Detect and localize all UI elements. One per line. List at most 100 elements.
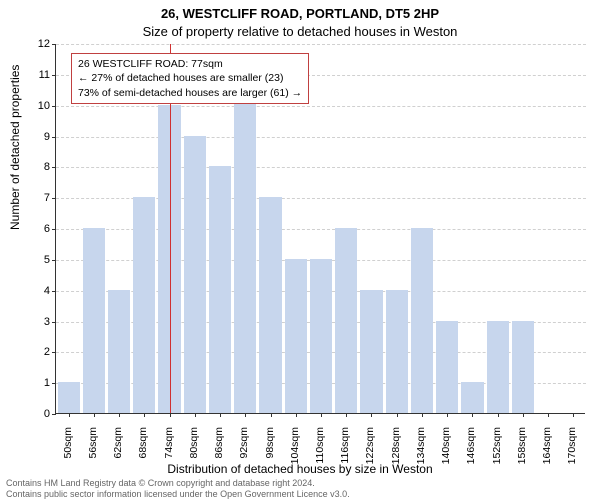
x-tick-label: 170sqm xyxy=(566,427,578,477)
y-tick-mark xyxy=(52,322,56,323)
y-tick-mark xyxy=(52,414,56,415)
plot-outer: 26 WESTCLIFF ROAD: 77sqm← 27% of detache… xyxy=(55,44,585,414)
x-tick-label: 80sqm xyxy=(188,427,200,477)
footer-line2: Contains public sector information licen… xyxy=(6,489,350,500)
x-tick-mark xyxy=(296,413,297,417)
histogram-bar xyxy=(83,228,105,413)
x-tick-label: 158sqm xyxy=(516,427,528,477)
histogram-bar xyxy=(461,382,483,413)
x-tick-mark xyxy=(422,413,423,417)
gridline xyxy=(56,137,586,138)
x-tick-mark xyxy=(94,413,95,417)
chart-subtitle: Size of property relative to detached ho… xyxy=(0,21,600,43)
gridline xyxy=(56,44,586,45)
x-tick-mark xyxy=(498,413,499,417)
x-tick-label: 68sqm xyxy=(137,427,149,477)
x-tick-mark xyxy=(573,413,574,417)
annotation-line: ← 27% of detached houses are smaller (23… xyxy=(78,71,302,85)
x-tick-mark xyxy=(69,413,70,417)
histogram-bar xyxy=(386,290,408,413)
gridline xyxy=(56,167,586,168)
x-tick-mark xyxy=(220,413,221,417)
y-tick-label: 0 xyxy=(20,408,50,420)
x-tick-mark xyxy=(548,413,549,417)
x-tick-label: 50sqm xyxy=(62,427,74,477)
y-tick-label: 2 xyxy=(20,346,50,358)
y-tick-label: 11 xyxy=(20,69,50,81)
x-tick-label: 146sqm xyxy=(465,427,477,477)
annotation-box: 26 WESTCLIFF ROAD: 77sqm← 27% of detache… xyxy=(71,53,309,104)
y-tick-label: 6 xyxy=(20,223,50,235)
x-tick-mark xyxy=(397,413,398,417)
y-tick-mark xyxy=(52,106,56,107)
x-tick-mark xyxy=(472,413,473,417)
histogram-bar xyxy=(436,321,458,414)
x-tick-mark xyxy=(523,413,524,417)
y-tick-mark xyxy=(52,167,56,168)
gridline xyxy=(56,106,586,107)
chart-container: 26, WESTCLIFF ROAD, PORTLAND, DT5 2HP Si… xyxy=(0,0,600,500)
x-tick-mark xyxy=(271,413,272,417)
x-tick-label: 110sqm xyxy=(314,427,326,477)
y-tick-mark xyxy=(52,137,56,138)
x-tick-label: 164sqm xyxy=(541,427,553,477)
y-tick-mark xyxy=(52,44,56,45)
histogram-bar xyxy=(487,321,509,414)
histogram-bar xyxy=(360,290,382,413)
x-tick-mark xyxy=(321,413,322,417)
x-tick-label: 152sqm xyxy=(491,427,503,477)
x-tick-mark xyxy=(195,413,196,417)
y-tick-mark xyxy=(52,352,56,353)
y-tick-mark xyxy=(52,75,56,76)
histogram-bar xyxy=(108,290,130,413)
y-tick-label: 8 xyxy=(20,161,50,173)
histogram-bar xyxy=(335,228,357,413)
histogram-bar xyxy=(133,197,155,413)
y-tick-label: 12 xyxy=(20,38,50,50)
y-tick-mark xyxy=(52,260,56,261)
x-tick-mark xyxy=(346,413,347,417)
x-tick-mark xyxy=(119,413,120,417)
x-tick-label: 104sqm xyxy=(289,427,301,477)
x-tick-label: 116sqm xyxy=(339,427,351,477)
y-tick-label: 5 xyxy=(20,254,50,266)
x-tick-mark xyxy=(144,413,145,417)
x-tick-label: 86sqm xyxy=(213,427,225,477)
histogram-bar xyxy=(285,259,307,413)
y-tick-label: 9 xyxy=(20,131,50,143)
y-tick-label: 7 xyxy=(20,192,50,204)
x-tick-mark xyxy=(170,413,171,417)
annotation-line: 26 WESTCLIFF ROAD: 77sqm xyxy=(78,57,302,71)
x-tick-label: 140sqm xyxy=(440,427,452,477)
x-tick-label: 74sqm xyxy=(163,427,175,477)
footer-line1: Contains HM Land Registry data © Crown c… xyxy=(6,478,350,489)
annotation-line: 73% of semi-detached houses are larger (… xyxy=(78,86,302,100)
histogram-bar xyxy=(512,321,534,414)
chart-title-address: 26, WESTCLIFF ROAD, PORTLAND, DT5 2HP xyxy=(0,0,600,21)
histogram-bar xyxy=(259,197,281,413)
histogram-bar xyxy=(58,382,80,413)
histogram-bar xyxy=(411,228,433,413)
histogram-bar xyxy=(234,74,256,413)
y-tick-mark xyxy=(52,229,56,230)
y-axis-label: Number of detached properties xyxy=(8,65,22,230)
histogram-bar xyxy=(310,259,332,413)
x-tick-label: 122sqm xyxy=(364,427,376,477)
histogram-bar xyxy=(184,136,206,414)
y-tick-mark xyxy=(52,198,56,199)
y-tick-label: 4 xyxy=(20,285,50,297)
y-tick-mark xyxy=(52,383,56,384)
x-tick-label: 98sqm xyxy=(264,427,276,477)
x-tick-mark xyxy=(245,413,246,417)
x-tick-label: 128sqm xyxy=(390,427,402,477)
footer-attribution: Contains HM Land Registry data © Crown c… xyxy=(6,478,350,500)
x-tick-label: 92sqm xyxy=(238,427,250,477)
x-tick-label: 62sqm xyxy=(112,427,124,477)
y-tick-label: 3 xyxy=(20,316,50,328)
x-tick-mark xyxy=(447,413,448,417)
y-tick-label: 10 xyxy=(20,100,50,112)
y-tick-mark xyxy=(52,291,56,292)
plot-area: 26 WESTCLIFF ROAD: 77sqm← 27% of detache… xyxy=(55,44,585,414)
x-tick-label: 134sqm xyxy=(415,427,427,477)
x-tick-label: 56sqm xyxy=(87,427,99,477)
